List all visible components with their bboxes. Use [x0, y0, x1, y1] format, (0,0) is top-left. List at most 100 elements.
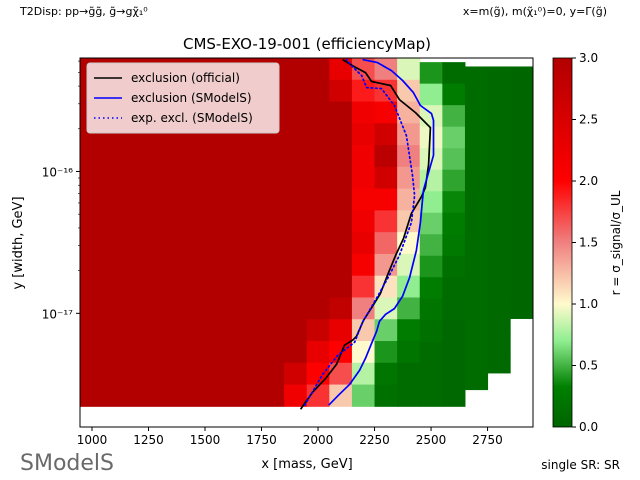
- heatmap-cell: [329, 101, 353, 124]
- legend-label-official: exclusion (official): [131, 71, 240, 85]
- heatmap-cell: [351, 253, 376, 277]
- heatmap-cell: [351, 210, 376, 233]
- y-axis: 10⁻¹⁶ 10⁻¹⁷: [42, 60, 80, 321]
- heatmap-cell: [374, 166, 398, 190]
- x-tick-label: 2000: [303, 433, 334, 447]
- heatmap-cell: [397, 145, 421, 168]
- heatmap-cell: [510, 129, 534, 146]
- heatmap-cell: [351, 384, 376, 407]
- heatmap-cell: [487, 123, 511, 144]
- heatmap-cell: [351, 79, 376, 103]
- heatmap-cell: [442, 126, 466, 149]
- heatmap-cell: [351, 275, 376, 298]
- heatmap-cell: [306, 275, 330, 298]
- heatmap-cell: [329, 362, 353, 386]
- heatmap-cell: [442, 212, 466, 235]
- colorbar-axis: 0.0 0.5 1.0 1.5 2.0 2.5 3.0: [572, 51, 598, 434]
- heatmap-cell: [510, 97, 534, 115]
- heatmap-cell: [510, 192, 534, 209]
- heatmap-cell: [80, 188, 285, 211]
- heatmap-cell: [284, 319, 308, 342]
- heatmap-cell: [442, 384, 466, 407]
- heatmap-cell: [284, 188, 308, 211]
- heatmap-cell: [306, 384, 330, 407]
- heatmap-cell: [306, 319, 330, 342]
- heatmap-cell: [329, 145, 353, 168]
- heatmap-cell: [351, 123, 376, 146]
- heatmap-cell: [284, 253, 308, 277]
- heatmap-cell: [284, 275, 308, 298]
- heatmap-cell: [284, 341, 308, 364]
- heatmap-cell: [374, 145, 398, 168]
- heatmap-cell: [442, 363, 466, 386]
- colorbar-tick-label: 1.5: [579, 236, 598, 250]
- heatmap-cell: [329, 297, 353, 320]
- heatmap-cell: [487, 238, 511, 259]
- heatmap-cell: [487, 315, 511, 336]
- heatmap-cell: [464, 228, 489, 249]
- heatmap-cell: [351, 362, 376, 386]
- heatmap-cell: [284, 297, 308, 320]
- heatmap-cell: [306, 188, 330, 211]
- x-tick-label: 1750: [246, 433, 277, 447]
- heatmap-cell: [397, 58, 421, 81]
- heatmap-cell: [510, 66, 534, 83]
- heatmap-cell: [80, 166, 285, 190]
- heatmap-cell: [329, 58, 353, 81]
- heatmap-cell: [442, 62, 466, 85]
- heatmap-cell: [374, 362, 398, 386]
- heatmap-cell: [487, 353, 511, 374]
- heatmap-cell: [397, 362, 421, 386]
- heatmap-cell: [329, 123, 353, 146]
- heatmap-cell: [442, 234, 466, 257]
- heatmap-cell: [284, 384, 308, 407]
- heatmap-cell: [80, 253, 285, 277]
- heatmap-cell: [80, 145, 285, 168]
- heatmap-cell: [374, 341, 398, 364]
- x-tick-label: 2750: [472, 433, 503, 447]
- heatmap-cell: [510, 255, 534, 272]
- heatmap-cell: [464, 106, 489, 128]
- heatmap-cell: [419, 255, 443, 278]
- heatmap-cell: [329, 384, 353, 407]
- heatmap-cell: [510, 208, 534, 225]
- heatmap-cell: [419, 62, 443, 85]
- heatmap-cell: [284, 232, 308, 255]
- heatmap-cell: [487, 200, 511, 221]
- heatmap-cell: [419, 341, 443, 364]
- heatmap-cell: [487, 258, 511, 278]
- heatmap-cell: [306, 79, 330, 103]
- heatmap-cell: [487, 104, 511, 125]
- heatmap-cell: [351, 319, 376, 342]
- heatmap-cell: [464, 329, 489, 350]
- y-axis-label: y [width, GeV]: [11, 196, 26, 289]
- heatmap-cell: [487, 334, 511, 355]
- contour-lines: [299, 58, 435, 410]
- contour-official: [299, 58, 432, 410]
- heatmap-cell: [397, 341, 421, 364]
- heatmap-cell: [284, 58, 308, 81]
- heatmap-cell: [374, 297, 398, 320]
- heatmap-cell: [284, 166, 308, 190]
- heatmap-cell: [329, 319, 353, 342]
- heatmap-cell: [510, 271, 534, 288]
- heatmap-cell: [487, 66, 511, 87]
- heatmap-cell: [442, 277, 466, 300]
- heatmap-cell: [374, 319, 398, 342]
- heatmap-cell: [464, 268, 489, 290]
- heatmap-cell: [374, 101, 398, 124]
- heatmap-cell: [374, 232, 398, 255]
- heatmap-cell: [306, 253, 330, 277]
- legend: exclusion (official) exclusion (SModelS)…: [86, 62, 280, 134]
- heatmap-cell: [397, 384, 421, 407]
- heatmap-cell: [464, 207, 489, 229]
- heatmap-cell: [306, 58, 330, 81]
- heatmap-cell: [464, 349, 489, 370]
- heatmap-cell: [510, 286, 534, 304]
- heatmap-cell: [374, 188, 398, 211]
- heatmap-cell: [464, 187, 489, 209]
- heatmap-cell: [306, 166, 330, 190]
- heatmap-cell: [510, 113, 534, 130]
- heatmap-cell: [351, 232, 376, 255]
